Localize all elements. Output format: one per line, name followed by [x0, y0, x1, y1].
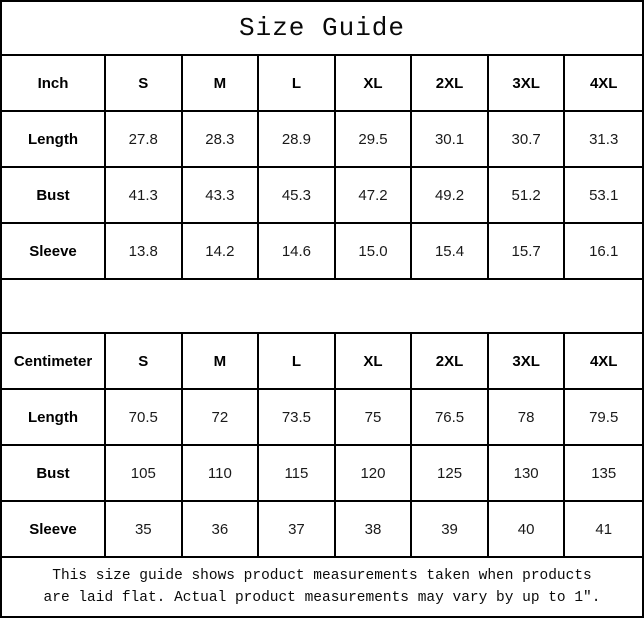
measurement-value: 30.1 [412, 112, 489, 168]
measurement-value: 16.1 [565, 224, 642, 280]
measurement-value: 79.5 [565, 390, 642, 446]
measurement-value: 15.7 [488, 224, 566, 280]
measurement-value: 125 [412, 446, 489, 502]
column-header-2xl: 2XL [412, 334, 489, 390]
measurement-value: 37 [259, 502, 336, 558]
column-header-xl: XL [335, 334, 413, 390]
column-header-4xl: 4XL [565, 56, 642, 112]
measurement-value: 36 [182, 502, 260, 558]
measurement-value: 15.0 [335, 224, 413, 280]
measurement-value: 51.2 [488, 168, 566, 224]
measurement-value: 30.7 [488, 112, 566, 168]
measurement-value: 28.3 [182, 112, 260, 168]
disclaimer-line-2: are laid flat. Actual product measuremen… [43, 590, 601, 606]
measurement-value: 43.3 [182, 168, 260, 224]
measurement-value: 115 [259, 446, 336, 502]
measurement-value: 70.5 [106, 390, 183, 446]
column-header-s: S [106, 334, 183, 390]
page-title: Size Guide [238, 13, 406, 43]
table-inch: Inch S M L XL 2XL 3XL 4XL Length 27.8 28… [2, 56, 642, 280]
row-label-length: Length [2, 112, 106, 168]
row-label-sleeve: Sleeve [2, 502, 106, 558]
measurement-value: 14.2 [182, 224, 260, 280]
column-header-m: M [182, 334, 260, 390]
measurement-value: 49.2 [412, 168, 489, 224]
column-header-l: L [259, 56, 336, 112]
measurement-value: 29.5 [335, 112, 413, 168]
measurement-value: 31.3 [565, 112, 642, 168]
column-header-l: L [259, 334, 336, 390]
measurement-value: 135 [565, 446, 642, 502]
column-header-3xl: 3XL [488, 56, 566, 112]
title-row: Size Guide [2, 2, 642, 56]
measurement-value: 35 [106, 502, 183, 558]
column-header-m: M [182, 56, 260, 112]
measurement-value: 15.4 [412, 224, 489, 280]
measurement-value: 130 [488, 446, 566, 502]
measurement-value: 73.5 [259, 390, 336, 446]
column-header-4xl: 4XL [565, 334, 642, 390]
measurement-value: 105 [106, 446, 183, 502]
measurement-value: 40 [488, 502, 566, 558]
row-label-length: Length [2, 390, 106, 446]
column-header-2xl: 2XL [412, 56, 489, 112]
unit-header-centimeter: Centimeter [2, 334, 106, 390]
measurement-value: 38 [335, 502, 413, 558]
measurement-value: 110 [182, 446, 260, 502]
column-header-s: S [106, 56, 183, 112]
measurement-value: 47.2 [335, 168, 413, 224]
measurement-value: 39 [412, 502, 489, 558]
row-label-bust: Bust [2, 168, 106, 224]
disclaimer-line-1: This size guide shows product measuremen… [52, 567, 592, 584]
measurement-value: 45.3 [259, 168, 336, 224]
measurement-value: 13.8 [106, 224, 183, 280]
measurement-value: 72 [182, 390, 260, 446]
measurement-value: 120 [335, 446, 413, 502]
row-label-sleeve: Sleeve [2, 224, 106, 280]
measurement-value: 78 [488, 390, 566, 446]
measurement-disclaimer: This size guide shows product measuremen… [2, 558, 642, 616]
table-centimeter: Centimeter S M L XL 2XL 3XL 4XL Length 7… [2, 334, 642, 558]
measurement-value: 75 [335, 390, 413, 446]
measurement-value: 14.6 [259, 224, 336, 280]
column-header-xl: XL [335, 56, 413, 112]
measurement-value: 28.9 [259, 112, 336, 168]
table-spacer [2, 280, 642, 334]
measurement-value: 76.5 [412, 390, 489, 446]
unit-header-inch: Inch [2, 56, 106, 112]
column-header-3xl: 3XL [488, 334, 566, 390]
row-label-bust: Bust [2, 446, 106, 502]
measurement-value: 27.8 [106, 112, 183, 168]
measurement-value: 53.1 [565, 168, 642, 224]
measurement-value: 41.3 [106, 168, 183, 224]
measurement-value: 41 [565, 502, 642, 558]
